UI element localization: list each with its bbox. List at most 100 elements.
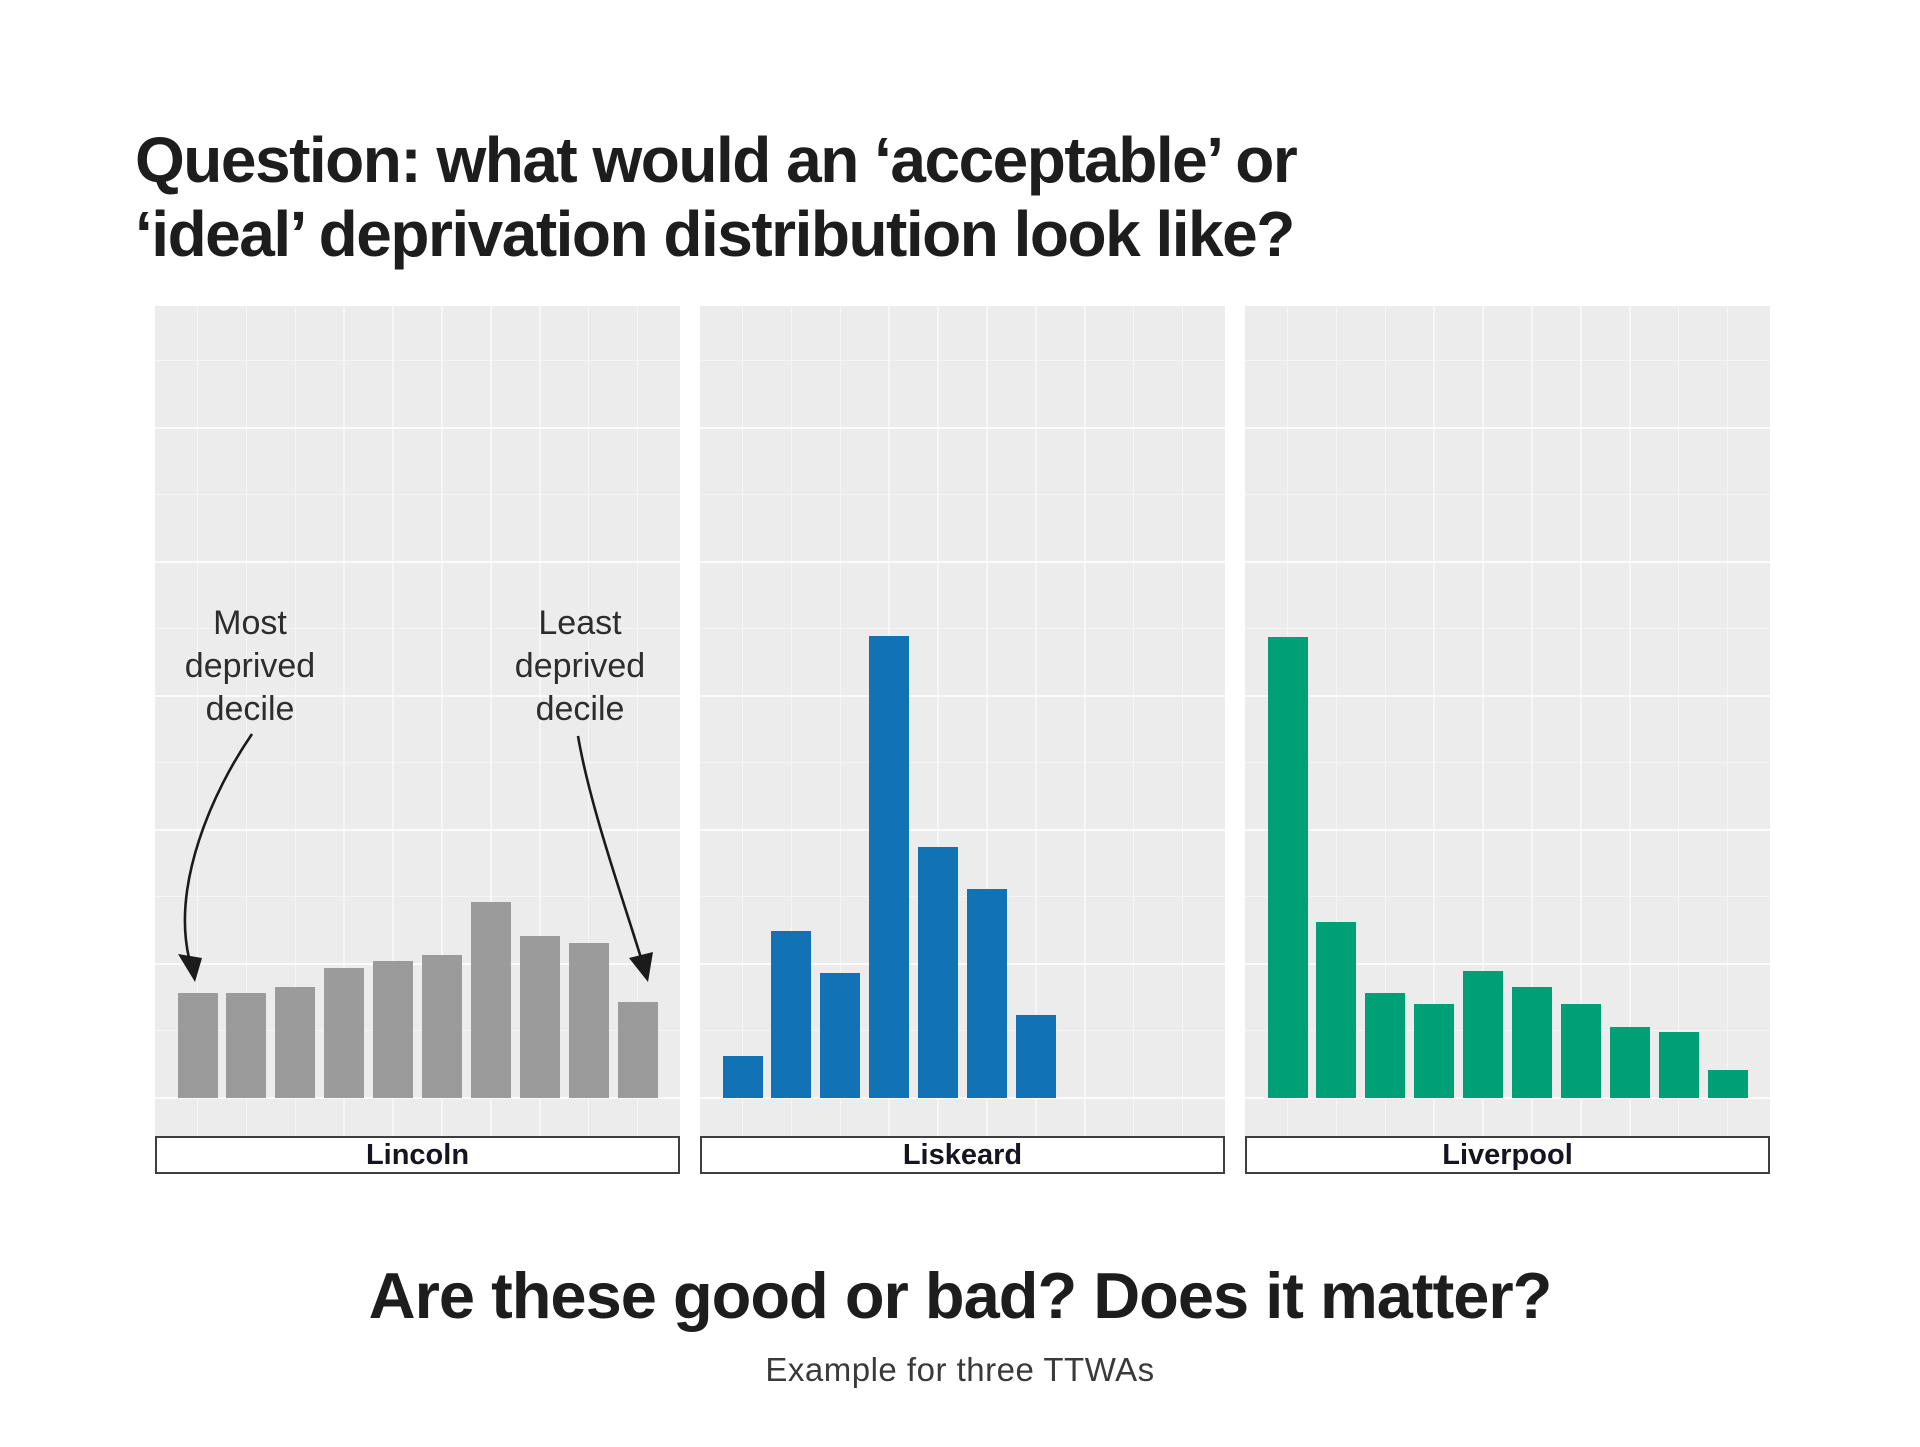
bar-liverpool-decile-4 <box>1414 1004 1455 1098</box>
gridline-minor <box>700 1030 1225 1031</box>
gridline-vertical <box>392 306 394 1136</box>
facet-label-lincoln: Lincoln <box>155 1136 680 1174</box>
gridline-minor <box>1245 628 1770 629</box>
gridline-vertical <box>1482 306 1484 1136</box>
gridline-vertical <box>1181 306 1184 1136</box>
gridline-major <box>700 829 1225 831</box>
gridline-major <box>155 427 680 429</box>
panel-liskeard: Liskeard <box>700 306 1225 1174</box>
slide-title-line2: ‘ideal’ deprivation distribution look li… <box>135 197 1295 270</box>
gridline-vertical <box>937 306 939 1136</box>
bar-lincoln-decile-9 <box>568 942 609 1098</box>
gridline-vertical <box>245 306 248 1136</box>
bar-liskeard-decile-2 <box>771 930 812 1098</box>
bar-liverpool-decile-5 <box>1463 970 1504 1098</box>
gridline-vertical <box>1677 306 1680 1136</box>
gridline-vertical <box>741 306 744 1136</box>
question-heading: Are these good or bad? Does it matter? <box>368 1258 1553 1332</box>
bar-liskeard-decile-1 <box>722 1056 763 1098</box>
plot-area-liverpool <box>1245 306 1770 1136</box>
gridline-vertical <box>1384 306 1387 1136</box>
gridline-minor <box>1245 360 1770 361</box>
gridline-vertical <box>1035 306 1037 1136</box>
gridline-major <box>1245 1097 1770 1099</box>
bar-liskeard-decile-5 <box>918 847 959 1098</box>
bar-liverpool-decile-6 <box>1512 986 1552 1098</box>
bar-lincoln-decile-7 <box>470 902 511 1098</box>
bar-lincoln-decile-3 <box>275 986 316 1098</box>
gridline-vertical <box>587 306 590 1136</box>
gridline-vertical <box>1084 306 1086 1136</box>
facet-label-liverpool: Liverpool <box>1245 1136 1770 1174</box>
gridline-vertical <box>539 306 541 1136</box>
slide-title-line1: Question: what would an ‘acceptable’ or <box>135 123 1298 196</box>
facet-label-liskeard: Liskeard <box>700 1136 1225 1174</box>
gridline-vertical <box>839 306 842 1136</box>
bar-lincoln-decile-6 <box>422 954 462 1098</box>
bar-liverpool-decile-10 <box>1707 1069 1748 1098</box>
gridline-major <box>1245 427 1770 429</box>
gridline-major <box>700 963 1225 965</box>
gridline-minor <box>700 896 1225 897</box>
bar-liverpool-decile-1 <box>1267 637 1308 1098</box>
bar-liverpool-decile-3 <box>1365 993 1406 1098</box>
most-deprived-label: Most deprived decile <box>184 604 316 728</box>
gridline-major <box>700 427 1225 429</box>
gridline-major <box>700 1097 1225 1099</box>
gridline-vertical <box>790 306 793 1136</box>
facet-label-text-liverpool: Liverpool <box>1442 1138 1573 1171</box>
gridline-major <box>700 561 1225 563</box>
gridline-major <box>155 695 680 697</box>
panel-lincoln: Lincoln <box>155 306 680 1174</box>
gridline-vertical <box>1629 306 1631 1136</box>
bar-liskeard-decile-6 <box>967 888 1007 1098</box>
gridline-major <box>1245 963 1770 965</box>
gridline-minor <box>155 762 680 763</box>
gridline-major <box>155 1097 680 1099</box>
gridline-major <box>155 963 680 965</box>
gridline-minor <box>1245 896 1770 897</box>
gridline-minor <box>700 762 1225 763</box>
gridline-vertical <box>1132 306 1135 1136</box>
gridline-major <box>700 695 1225 697</box>
bar-liskeard-decile-3 <box>820 973 861 1098</box>
bar-lincoln-decile-2 <box>226 993 267 1098</box>
gridline-vertical <box>343 306 345 1136</box>
gridline-vertical <box>490 306 492 1136</box>
bar-liverpool-decile-2 <box>1316 922 1357 1098</box>
bar-lincoln-decile-8 <box>519 935 560 1098</box>
plot-area-lincoln <box>155 306 680 1136</box>
facet-label-text-lincoln: Lincoln <box>365 1138 470 1171</box>
gridline-vertical <box>294 306 297 1136</box>
gridline-vertical <box>1433 306 1435 1136</box>
gridline-vertical <box>1580 306 1582 1136</box>
plot-area-liskeard <box>700 306 1225 1136</box>
gridline-vertical <box>986 306 988 1136</box>
gridline-major <box>1245 695 1770 697</box>
slide-title: Question: what would an ‘acceptable’ or … <box>135 123 1635 271</box>
gridline-vertical <box>196 306 199 1136</box>
gridline-minor <box>700 360 1225 361</box>
bar-liverpool-decile-9 <box>1658 1032 1699 1098</box>
bar-liverpool-decile-8 <box>1609 1026 1650 1098</box>
panel-liverpool: Liverpool <box>1245 306 1770 1174</box>
bar-lincoln-decile-4 <box>324 968 365 1098</box>
gridline-minor <box>700 494 1225 495</box>
bar-lincoln-decile-10 <box>617 1001 658 1098</box>
gridline-major <box>1245 561 1770 563</box>
gridline-vertical <box>441 306 443 1136</box>
gridline-vertical <box>1531 306 1533 1136</box>
gridline-minor <box>700 628 1225 629</box>
gridline-vertical <box>636 306 639 1136</box>
gridline-major <box>1245 829 1770 831</box>
bar-lincoln-decile-1 <box>177 993 218 1098</box>
gridline-minor <box>155 628 680 629</box>
gridline-minor <box>1245 1030 1770 1031</box>
gridline-minor <box>1245 494 1770 495</box>
gridline-minor <box>155 360 680 361</box>
facet-label-text-liskeard: Liskeard <box>902 1138 1023 1171</box>
gridline-minor <box>155 1030 680 1031</box>
bar-liverpool-decile-7 <box>1560 1004 1601 1098</box>
gridline-vertical <box>1335 306 1338 1136</box>
bar-liskeard-decile-4 <box>869 635 910 1098</box>
